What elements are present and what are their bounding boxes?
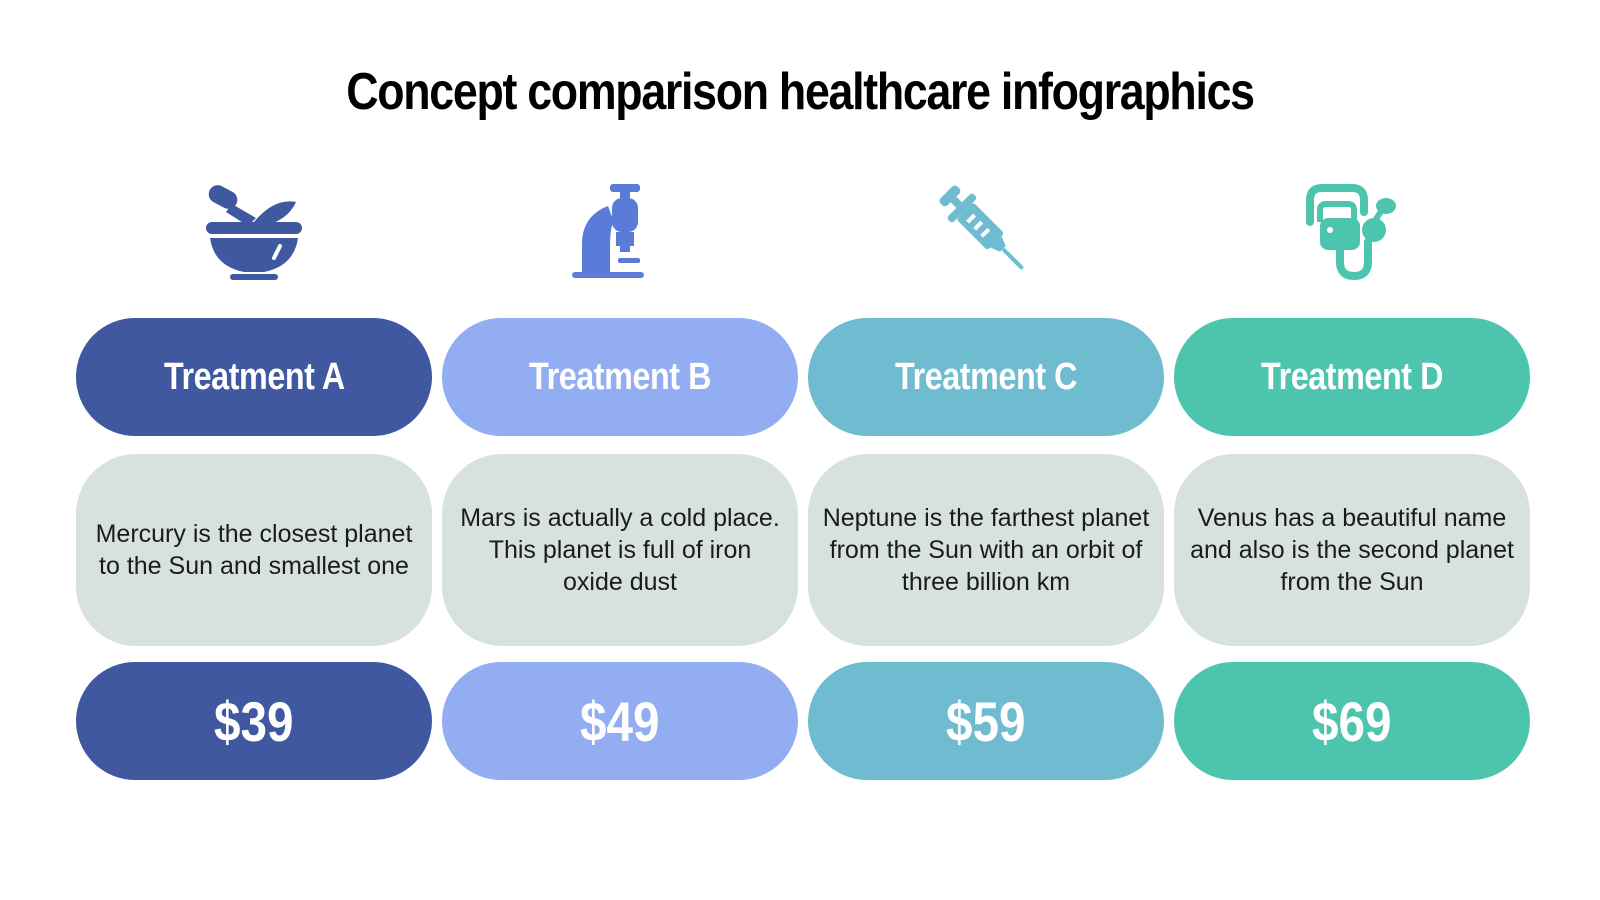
treatment-b-description: Mars is actually a cold place. This plan… xyxy=(442,454,798,646)
treatment-d-description: Venus has a beautiful name and also is t… xyxy=(1174,454,1530,646)
treatment-b-price: $49 xyxy=(442,662,798,780)
microscope-icon xyxy=(570,182,670,282)
treatment-c-header: Treatment C xyxy=(808,318,1164,436)
column-treatment-a: Treatment A Mercury is the closest plane… xyxy=(76,0,432,900)
column-treatment-c: Treatment C Neptune is the farthest plan… xyxy=(808,0,1164,900)
treatment-a-description: Mercury is the closest planet to the Sun… xyxy=(76,454,432,646)
treatment-c-price: $59 xyxy=(808,662,1164,780)
column-treatment-b: Treatment B Mars is actually a cold plac… xyxy=(442,0,798,900)
treatment-d-header: Treatment D xyxy=(1174,318,1530,436)
treatment-d-price: $69 xyxy=(1174,662,1530,780)
page-title: Concept comparison healthcare infographi… xyxy=(346,63,1255,121)
treatment-c-description: Neptune is the farthest planet from the … xyxy=(808,454,1164,646)
treatment-a-header: Treatment A xyxy=(76,318,432,436)
column-treatment-d: Treatment D Venus has a beautiful name a… xyxy=(1174,0,1530,900)
treatment-b-header: Treatment B xyxy=(442,318,798,436)
syringe-icon xyxy=(936,182,1036,282)
mortar-pestle-icon xyxy=(204,182,304,282)
treatment-a-price: $39 xyxy=(76,662,432,780)
stethoscope-icon xyxy=(1302,182,1402,282)
